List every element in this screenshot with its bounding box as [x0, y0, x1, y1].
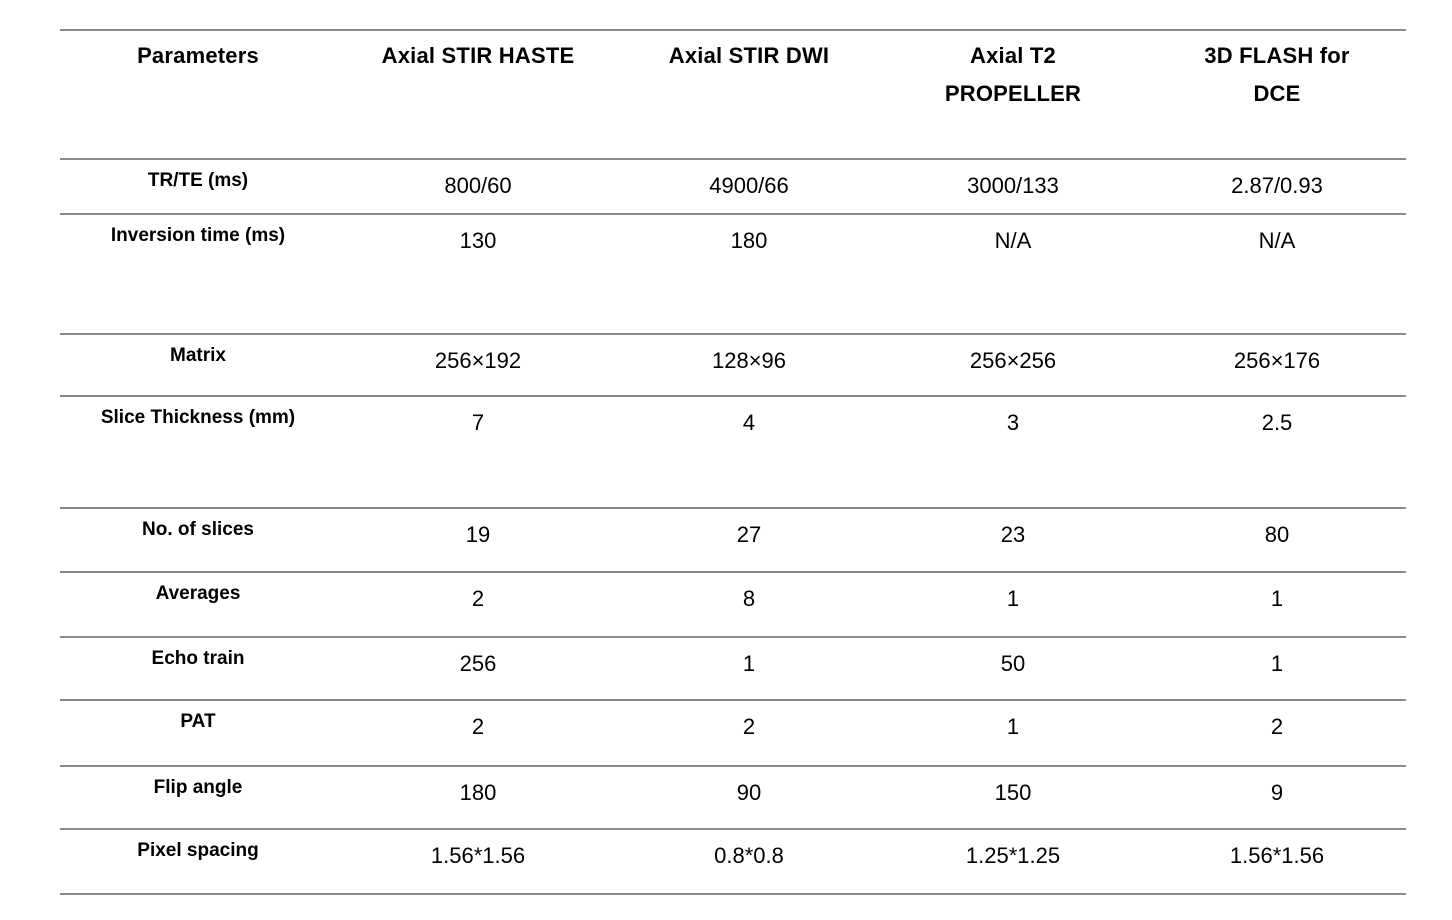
table-cell: 3 — [1006, 410, 1020, 435]
table-cell: 80 — [1264, 522, 1290, 547]
table-cell: 130 — [459, 228, 497, 253]
row-label: Flip angle — [153, 777, 243, 798]
table-cell: 256×176 — [1233, 348, 1321, 373]
table-cell: 1 — [1270, 651, 1284, 676]
table-cell: 1 — [1006, 714, 1020, 739]
row-label: Slice Thickness (mm) — [100, 407, 296, 428]
table-row: Matrix 256×192 128×96 256×256 256×176 — [60, 333, 1406, 395]
row-label: TR/TE (ms) — [147, 170, 249, 191]
table-row: TR/TE (ms) 800/60 4900/66 3000/133 2.87/0.93 — [60, 158, 1406, 213]
row-label: Inversion time (ms) — [110, 225, 286, 246]
row-label: Pixel spacing — [137, 840, 259, 861]
table-cell: 2 — [742, 714, 756, 739]
table-cell: 256×192 — [434, 348, 522, 373]
table-cell: 180 — [459, 780, 497, 805]
table-cell: 128×96 — [711, 348, 787, 373]
table-cell: 1.56*1.56 — [1229, 843, 1325, 868]
table-cell: 23 — [1000, 522, 1026, 547]
table-cell: 180 — [730, 228, 768, 253]
table-cell: 9 — [1270, 780, 1284, 805]
table-cell: 1 — [742, 651, 756, 676]
table-cell: 50 — [1000, 651, 1026, 676]
table-row: Flip angle 180 90 150 9 — [60, 765, 1406, 828]
table-cell: 27 — [736, 522, 762, 547]
table-cell: 3000/133 — [967, 173, 1059, 198]
column-header: Parameters — [137, 43, 259, 68]
table-cell: 4 — [742, 410, 756, 435]
table-body: TR/TE (ms) 800/60 4900/66 3000/133 2.87/0.93… — [60, 158, 1406, 893]
table-cell: 2 — [1270, 714, 1284, 739]
table-cell: 2 — [471, 586, 485, 611]
table-row: Slice Thickness (mm) 7 4 3 2.5 — [60, 395, 1406, 507]
row-label: Averages — [155, 583, 241, 604]
row-label: Matrix — [170, 345, 226, 366]
table-row: PAT 2 2 1 2 — [60, 699, 1406, 765]
table-row: Inversion time (ms) 130 180 N/A N/A — [60, 213, 1406, 333]
mri-parameters-table: Parameters Axial STIR HASTE Axial STIR DWI… — [60, 29, 1406, 895]
table-cell: 1.25*1.25 — [965, 843, 1061, 868]
table-cell: 0.8*0.8 — [714, 843, 784, 868]
column-header: Axial STIR HASTE — [381, 43, 575, 68]
table-cell: N/A — [994, 228, 1032, 253]
table-header-row: Parameters Axial STIR HASTE Axial STIR DWI… — [60, 29, 1406, 158]
table-cell: N/A — [1258, 228, 1296, 253]
table-cell: 7 — [471, 410, 485, 435]
table-cell: 1.56*1.56 — [430, 843, 526, 868]
table-row: Pixel spacing 1.56*1.56 0.8*0.8 1.25*1.25 1.… — [60, 828, 1406, 893]
table-cell: 256×256 — [969, 348, 1057, 373]
row-label: Echo train — [151, 648, 245, 669]
table-cell: 2 — [471, 714, 485, 739]
table-row: Averages 2 8 1 1 — [60, 571, 1406, 636]
table-cell: 256 — [459, 651, 497, 676]
table-cell: 2.5 — [1261, 410, 1293, 435]
table-cell: 19 — [465, 522, 491, 547]
column-header: 3D FLASH for DCE — [1204, 43, 1350, 106]
table-cell: 4900/66 — [709, 173, 789, 198]
table-cell: 1 — [1006, 586, 1020, 611]
table-cell: 1 — [1270, 586, 1284, 611]
table-cell: 800/60 — [444, 173, 512, 198]
table-cell: 2.87/0.93 — [1231, 173, 1323, 198]
table-row: Echo train 256 1 50 1 — [60, 636, 1406, 699]
column-header: Axial STIR DWI — [668, 43, 830, 68]
table-row: No. of slices 19 27 23 80 — [60, 507, 1406, 571]
row-label: No. of slices — [142, 519, 254, 540]
column-header: Axial T2 PROPELLER — [944, 43, 1082, 106]
table-cell: 90 — [736, 780, 762, 805]
table-cell: 8 — [742, 586, 756, 611]
table-cell: 150 — [994, 780, 1032, 805]
row-label: PAT — [180, 711, 216, 732]
